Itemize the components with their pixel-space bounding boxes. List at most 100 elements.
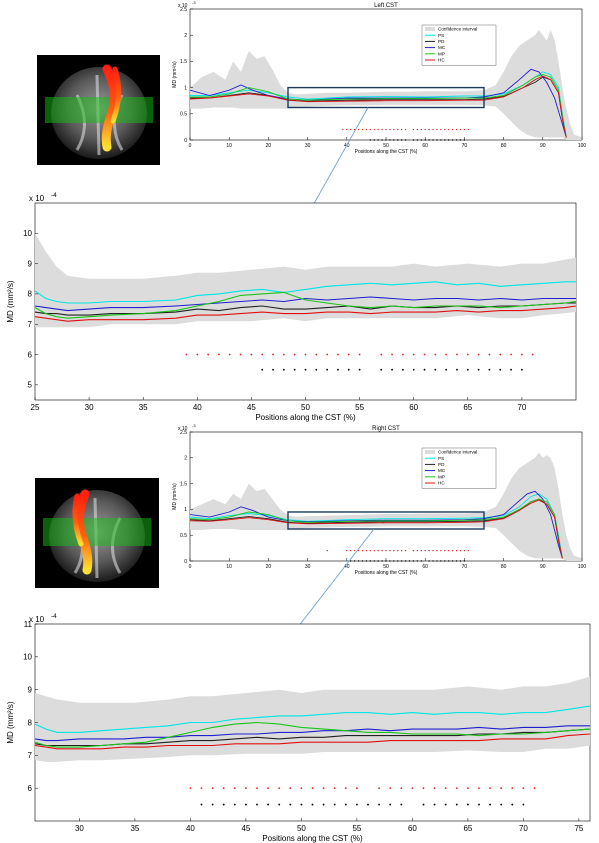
y-exponent-power: -3	[192, 423, 196, 428]
significance-marker-black	[451, 560, 454, 562]
zoom-region-box	[287, 511, 485, 530]
significance-marker-black	[272, 368, 274, 371]
significance-marker-black	[211, 803, 214, 806]
significance-marker-red	[412, 128, 415, 131]
significance-marker-black	[315, 368, 318, 371]
significance-marker-red	[347, 353, 350, 356]
x-axis-label: Positions along the CST (%)	[262, 834, 363, 843]
significance-marker-red	[412, 353, 415, 356]
significance-marker-red	[377, 549, 379, 552]
significance-marker-black	[404, 139, 407, 141]
x-tick-label: 80	[501, 143, 507, 149]
significance-marker-red	[357, 128, 360, 131]
significance-marker-red	[420, 128, 422, 131]
significance-marker-red	[346, 128, 348, 131]
x-tick-label: 50	[383, 564, 389, 570]
series-line-mc	[190, 68, 567, 138]
series-line-hc	[35, 733, 590, 750]
y-tick-label: 0	[184, 559, 187, 565]
legend-label: PD	[438, 39, 445, 44]
significance-marker-black	[367, 803, 369, 806]
significance-marker-black	[377, 139, 379, 141]
significance-marker-red	[304, 353, 307, 356]
significance-marker-red	[400, 128, 403, 131]
significance-marker-red	[499, 353, 502, 356]
legend-swatch-confidence-interval	[425, 27, 435, 31]
significance-marker-black	[445, 368, 448, 371]
significance-marker-red	[353, 549, 356, 552]
significance-marker-red	[420, 549, 422, 552]
x-tick-label: 100	[578, 564, 587, 570]
y-axis-label: MD (mm²/s)	[172, 483, 178, 510]
x-axis-label: Positions along the CST (%)	[355, 149, 418, 155]
legend-label: MP	[438, 474, 445, 479]
y-tick-label: 2.5	[180, 7, 187, 13]
significance-marker-red	[377, 128, 379, 131]
significance-marker-red	[185, 353, 188, 356]
x-tick-label: 30	[85, 403, 94, 412]
significance-marker-red	[511, 787, 514, 790]
significance-marker-red	[315, 353, 318, 356]
x-tick-label: 40	[186, 824, 195, 833]
significance-marker-black	[397, 139, 399, 141]
y-axis-label: MD (mm²/s)	[172, 61, 178, 88]
significance-marker-red	[389, 787, 392, 790]
significance-marker-red	[424, 128, 426, 131]
x-tick-label: 70	[462, 143, 468, 149]
significance-marker-red	[451, 128, 454, 131]
significance-marker-black	[451, 139, 454, 141]
x-tick-label: 65	[463, 403, 472, 412]
significance-marker-red	[456, 353, 458, 356]
significance-marker-red	[510, 353, 512, 356]
significance-marker-black	[256, 803, 258, 806]
significance-marker-black	[369, 139, 372, 141]
significance-marker-red	[245, 787, 247, 790]
significance-marker-red	[326, 549, 328, 552]
x-tick-label: 75	[574, 824, 583, 833]
y-tick-label: 0.5	[180, 533, 187, 539]
y-exponent-power: -4	[51, 192, 57, 199]
significance-marker-red	[267, 787, 269, 790]
significance-marker-black	[358, 368, 361, 371]
x-tick-label: 60	[408, 824, 417, 833]
legend-label: Confidence interval	[438, 27, 477, 32]
significance-marker-red	[428, 549, 430, 552]
x-tick-label: 40	[344, 143, 350, 149]
significance-marker-red	[293, 353, 296, 356]
zoom-region-box	[287, 86, 485, 109]
significance-marker-black	[311, 803, 314, 806]
significance-marker-black	[436, 560, 438, 562]
x-tick-label: 20	[266, 143, 272, 149]
significance-marker-black	[344, 803, 347, 806]
significance-marker-black	[278, 803, 281, 806]
significance-marker-red	[207, 353, 210, 356]
x-tick-label: 40	[193, 403, 202, 412]
x-tick-label: 30	[305, 564, 311, 570]
legend-label: Confidence interval	[438, 450, 477, 455]
significance-marker-black	[393, 560, 395, 562]
y-exponent-label: x 10	[29, 194, 45, 203]
legend-label: HC	[438, 481, 445, 486]
significance-marker-red	[397, 549, 399, 552]
brain-mri-left-cst-icon	[37, 55, 160, 165]
significance-marker-black	[369, 560, 372, 562]
significance-marker-red	[369, 128, 372, 131]
x-tick-label: 50	[301, 403, 310, 412]
significance-marker-black	[412, 560, 415, 562]
significance-marker-red	[369, 549, 372, 552]
significance-marker-black	[459, 139, 462, 141]
y-tick-label: 7	[28, 320, 33, 329]
x-tick-label: 60	[422, 143, 428, 149]
significance-marker-red	[521, 353, 523, 356]
legend-label: PS	[438, 456, 444, 461]
significance-marker-red	[432, 128, 434, 131]
significance-marker-black	[444, 139, 446, 141]
significance-marker-red	[423, 353, 426, 356]
significance-marker-black	[393, 139, 395, 141]
significance-marker-black	[428, 560, 430, 562]
y-tick-label: 10	[23, 653, 32, 662]
significance-marker-red	[256, 787, 258, 790]
significance-marker-black	[420, 560, 422, 562]
significance-marker-red	[444, 549, 446, 552]
x-tick-label: 45	[247, 403, 256, 412]
